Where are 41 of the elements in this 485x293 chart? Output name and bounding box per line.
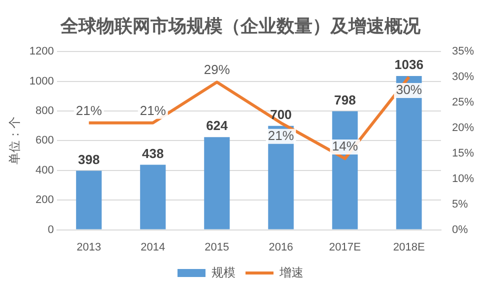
y-tick-label: 600 — [36, 134, 54, 147]
y-tick-label: 1200 — [29, 46, 54, 58]
x-tick-label: 2013 — [76, 241, 102, 254]
x-tick-label: 2015 — [204, 241, 230, 254]
y2-tick-label: 15% — [452, 147, 474, 160]
x-tick-label: 2017E — [329, 241, 361, 254]
y-tick-label: 0 — [48, 224, 54, 236]
chart-title: 全球物联网市场规模（企业数量）及增速概况 — [60, 16, 422, 36]
y-axis-title: 单位：个 — [8, 116, 22, 165]
bar — [140, 164, 166, 230]
data-label: 14% — [332, 138, 358, 154]
data-label: 21% — [140, 102, 166, 118]
legend-label: 增速 — [278, 265, 304, 280]
data-label: 1036 — [394, 57, 424, 72]
bar — [204, 137, 230, 230]
data-label: 21% — [76, 102, 102, 118]
y2-tick-label: 10% — [452, 172, 474, 185]
y-tick-label: 800 — [36, 105, 54, 118]
data-label: 624 — [206, 118, 229, 134]
legend-label: 规模 — [212, 265, 236, 280]
x-tick-label: 2016 — [268, 241, 294, 254]
data-label: 29% — [204, 62, 230, 78]
y-tick-label: 1000 — [29, 75, 54, 88]
y2-tick-label: 30% — [452, 71, 474, 84]
bar — [76, 170, 102, 230]
data-label: 21% — [268, 128, 294, 143]
x-tick-label: 2018E — [393, 241, 425, 254]
data-label: 398 — [78, 152, 100, 167]
y2-tick-label: 5% — [452, 198, 468, 210]
data-label: 438 — [142, 146, 164, 161]
y2-tick-label: 35% — [452, 46, 474, 58]
y-tick-label: 200 — [36, 194, 54, 206]
data-label: 30% — [396, 82, 422, 98]
y-tick-label: 400 — [36, 164, 54, 176]
y2-tick-label: 20% — [452, 122, 474, 134]
y2-tick-label: 25% — [452, 96, 474, 109]
y2-tick-label: 0% — [452, 224, 468, 236]
x-tick-label: 2014 — [140, 241, 166, 254]
data-label: 700 — [270, 106, 292, 122]
data-label: 798 — [334, 92, 356, 108]
bar — [396, 76, 422, 230]
